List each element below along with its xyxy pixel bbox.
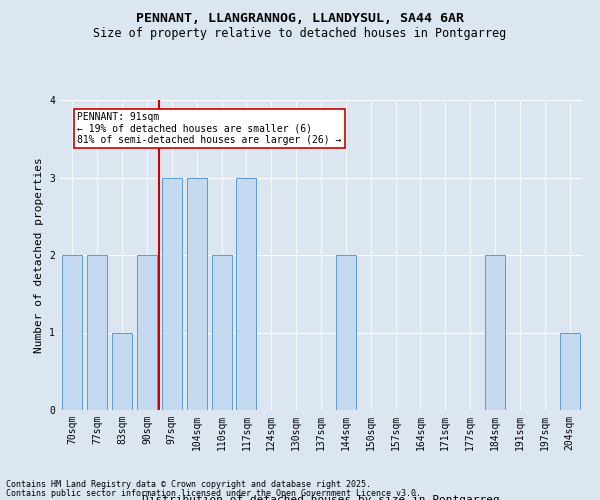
Text: Contains HM Land Registry data © Crown copyright and database right 2025.: Contains HM Land Registry data © Crown c… (6, 480, 371, 489)
Text: PENNANT: 91sqm
← 19% of detached houses are smaller (6)
81% of semi-detached hou: PENNANT: 91sqm ← 19% of detached houses … (77, 112, 342, 145)
Y-axis label: Number of detached properties: Number of detached properties (34, 157, 44, 353)
Bar (187, 178, 206, 410)
X-axis label: Distribution of detached houses by size in Pontgarreg: Distribution of detached houses by size … (142, 494, 500, 500)
Text: PENNANT, LLANGRANNOG, LLANDYSUL, SA44 6AR: PENNANT, LLANGRANNOG, LLANDYSUL, SA44 6A… (136, 12, 464, 26)
Text: Contains public sector information licensed under the Open Government Licence v3: Contains public sector information licen… (6, 489, 421, 498)
Bar (162, 178, 182, 410)
Bar (62, 255, 82, 410)
Bar (485, 255, 505, 410)
Bar (137, 255, 157, 410)
Bar (112, 332, 132, 410)
Bar (336, 255, 356, 410)
Bar (88, 255, 107, 410)
Text: Size of property relative to detached houses in Pontgarreg: Size of property relative to detached ho… (94, 28, 506, 40)
Bar (560, 332, 580, 410)
Bar (236, 178, 256, 410)
Bar (212, 255, 232, 410)
